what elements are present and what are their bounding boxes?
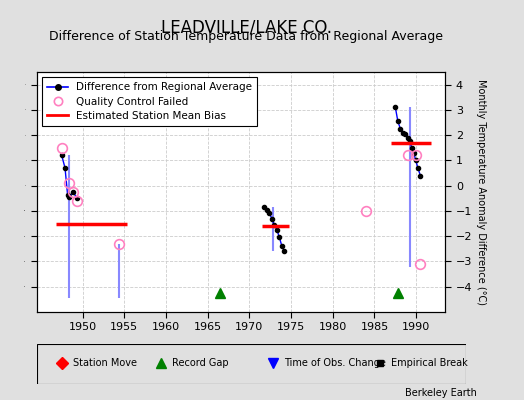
- Text: LEADVILLE/LAKE CO.: LEADVILLE/LAKE CO.: [161, 18, 332, 36]
- Text: Berkeley Earth: Berkeley Earth: [405, 388, 477, 398]
- Y-axis label: Monthly Temperature Anomaly Difference (°C): Monthly Temperature Anomaly Difference (…: [476, 79, 486, 305]
- Text: Empirical Break: Empirical Break: [391, 358, 468, 368]
- Text: Time of Obs. Change: Time of Obs. Change: [284, 358, 386, 368]
- Legend: Difference from Regional Average, Quality Control Failed, Estimated Station Mean: Difference from Regional Average, Qualit…: [42, 77, 257, 126]
- Text: Difference of Station Temperature Data from Regional Average: Difference of Station Temperature Data f…: [49, 30, 443, 43]
- Text: Station Move: Station Move: [73, 358, 137, 368]
- Text: Record Gap: Record Gap: [172, 358, 228, 368]
